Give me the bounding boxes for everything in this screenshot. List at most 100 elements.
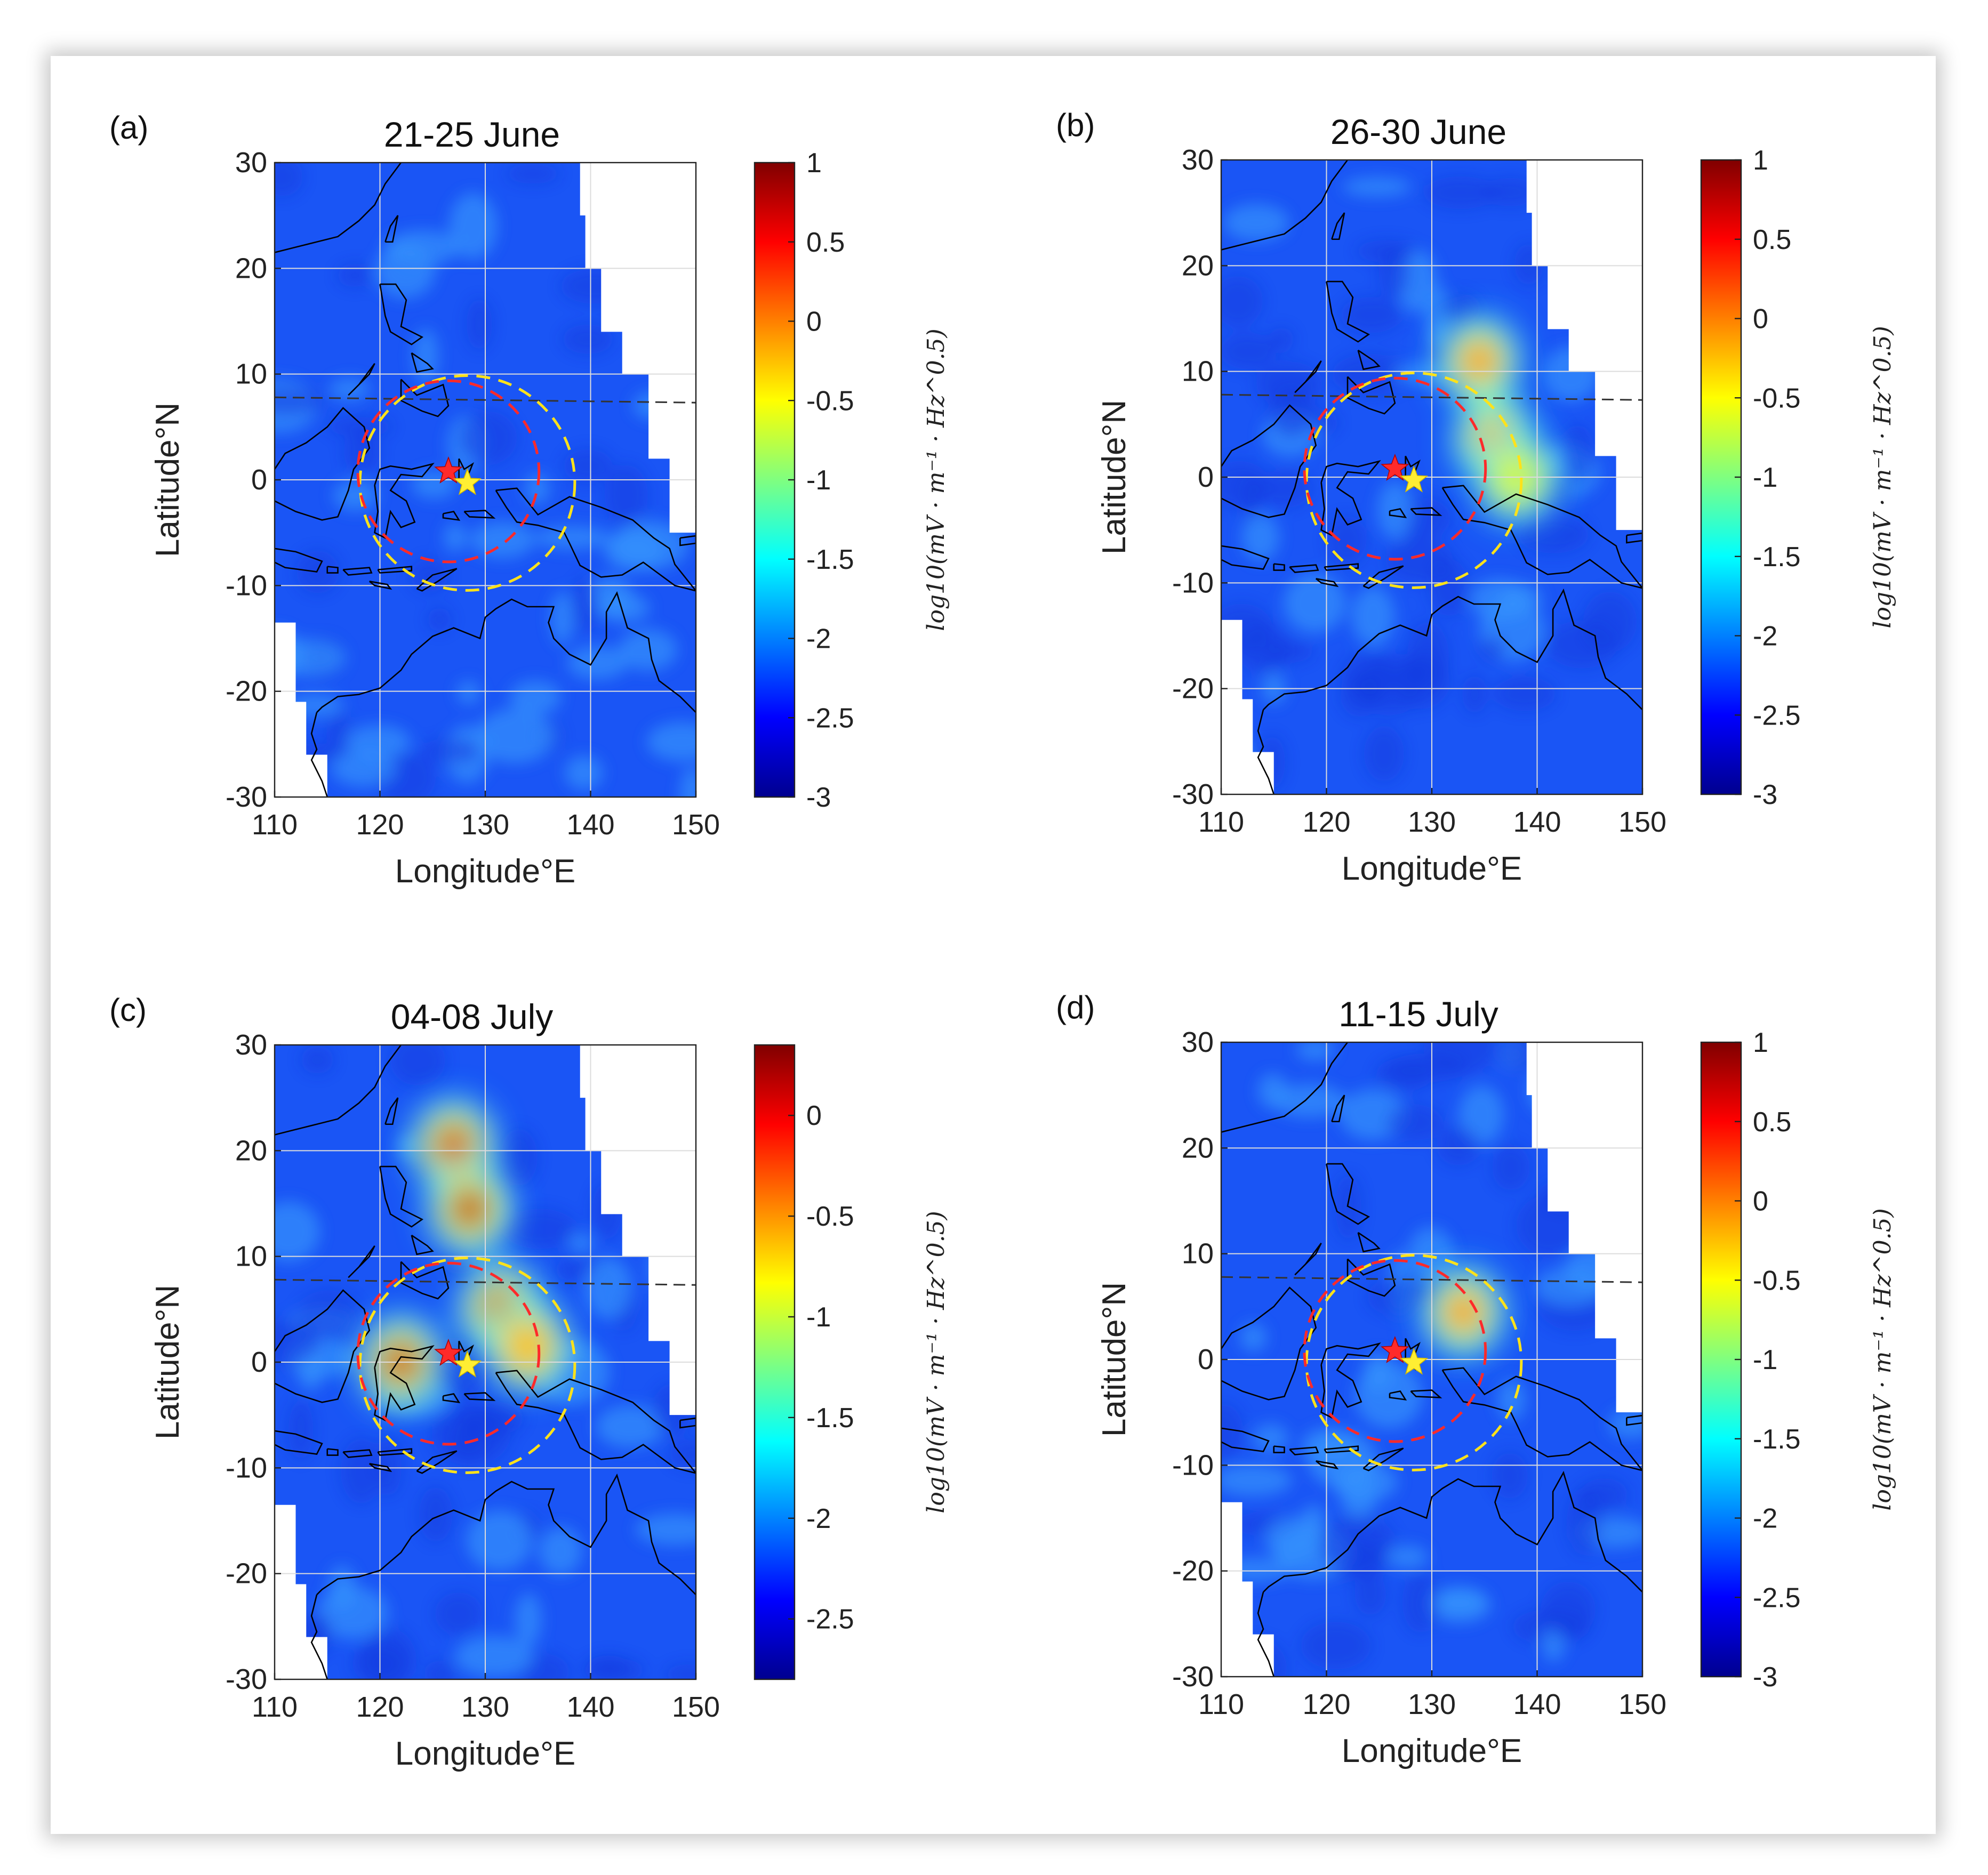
yellow-dashed-circle bbox=[1305, 372, 1523, 589]
xtick-label: 150 bbox=[672, 809, 720, 841]
coastline bbox=[1273, 563, 1285, 571]
coastline bbox=[275, 1289, 371, 1403]
colorbar-label: log10(mV · m⁻¹ · Hz^0.5) bbox=[923, 1211, 950, 1513]
coastline bbox=[326, 1448, 339, 1456]
xtick-label: 110 bbox=[1198, 806, 1244, 838]
no-data-mask-1 bbox=[1221, 619, 1274, 794]
colorbar-tick-label: 1 bbox=[806, 148, 822, 179]
yellow-dashed-circle bbox=[358, 1257, 576, 1474]
coastline bbox=[316, 1473, 696, 1596]
panel-label: (c) bbox=[109, 992, 147, 1028]
ytick-label: -30 bbox=[1172, 1661, 1214, 1693]
ytick-label: 0 bbox=[1198, 461, 1214, 493]
no-data-mask-0 bbox=[1526, 1042, 1642, 1413]
coastline bbox=[416, 1450, 458, 1474]
colorbar: 1 0.5 0 -0.5 -1 -1.5 -2 -2.5 -3 log10(mV · m⁻¹ · … bbox=[1700, 1027, 1896, 1693]
coastline bbox=[1257, 1592, 1274, 1677]
no-data-mask-1 bbox=[1221, 1502, 1274, 1677]
coastline bbox=[377, 1448, 413, 1456]
coastline bbox=[384, 1097, 399, 1125]
yellow-star bbox=[1399, 1347, 1429, 1375]
coastline bbox=[1320, 1342, 1381, 1419]
colorbar-tick-label: -1.5 bbox=[806, 544, 854, 575]
ytick-label: 0 bbox=[251, 1346, 267, 1378]
no-data-mask-0 bbox=[580, 1045, 696, 1415]
reference-dashed-line bbox=[1221, 393, 1643, 401]
field-hotspots bbox=[1422, 1266, 1505, 1358]
colorbar-tick-label: -1 bbox=[1753, 1345, 1777, 1375]
coastline bbox=[1357, 349, 1381, 371]
ytick-label: -30 bbox=[1172, 778, 1214, 810]
ytick-label: -10 bbox=[1172, 567, 1214, 599]
figure-frame: -30 -20 -10 0 10 20 30 110 120 130 140 150 Longitude… bbox=[51, 56, 1936, 1834]
y-axis-label: Latitude°N bbox=[1096, 400, 1133, 554]
coastline bbox=[679, 1417, 696, 1429]
coastline bbox=[275, 1430, 323, 1455]
ytick-label: -30 bbox=[226, 781, 267, 813]
coastline bbox=[1294, 1243, 1322, 1276]
colorbar-gradient bbox=[1700, 1041, 1742, 1678]
colorbar-tick-label: -1 bbox=[806, 465, 831, 496]
coastline bbox=[679, 535, 696, 546]
coastline bbox=[495, 487, 696, 592]
coastline bbox=[695, 1388, 696, 1391]
coastline bbox=[1289, 564, 1319, 573]
colorbar-tick-label: -3 bbox=[1753, 1662, 1777, 1693]
coastline bbox=[275, 407, 371, 521]
xtick-label: 150 bbox=[1618, 1688, 1666, 1720]
xtick-label: 130 bbox=[461, 809, 509, 841]
map-area bbox=[275, 1045, 696, 1679]
coastline bbox=[275, 163, 402, 253]
xtick-label: 140 bbox=[566, 809, 614, 841]
coastline bbox=[384, 215, 399, 243]
coastline bbox=[374, 463, 435, 540]
coastline bbox=[368, 581, 392, 590]
coastline bbox=[1263, 588, 1642, 711]
yellow-dashed-circle bbox=[1305, 1254, 1523, 1471]
ytick-label: -10 bbox=[226, 569, 267, 601]
colorbar-tick-label: -2.5 bbox=[806, 1604, 854, 1635]
colorbar: 1 0.5 0 -0.5 -1 -1.5 -2 -2.5 -3 log10(mV · m⁻¹ · … bbox=[1700, 145, 1896, 810]
coastline bbox=[379, 283, 424, 345]
xtick-label: 140 bbox=[1513, 1688, 1561, 1720]
no-data-mask-1 bbox=[275, 1504, 327, 1679]
ytick-label: 10 bbox=[1182, 1238, 1214, 1270]
yellow-star bbox=[1399, 465, 1429, 493]
xtick-label: 120 bbox=[1302, 806, 1350, 838]
coastline bbox=[1331, 212, 1345, 240]
xtick-label: 120 bbox=[356, 1691, 404, 1723]
coastline bbox=[1294, 360, 1322, 393]
coastline bbox=[416, 568, 458, 592]
colorbar-tick-label: -0.5 bbox=[806, 385, 854, 416]
map-area bbox=[1221, 1042, 1642, 1677]
ytick-label: 0 bbox=[1198, 1343, 1214, 1375]
colorbar-tick-label: -2 bbox=[1753, 1503, 1777, 1534]
coastline bbox=[1641, 1386, 1642, 1389]
ytick-label: -20 bbox=[226, 675, 267, 707]
coastline bbox=[411, 352, 434, 373]
y-axis-label: Latitude°N bbox=[149, 403, 186, 557]
x-axis-label: Longitude°E bbox=[395, 1735, 576, 1772]
ytick-label: 30 bbox=[1182, 1026, 1214, 1058]
ytick-label: -10 bbox=[1172, 1449, 1214, 1481]
yellow-star bbox=[453, 468, 482, 495]
coastline bbox=[1326, 1163, 1370, 1225]
colorbar-tick-label: -0.5 bbox=[806, 1201, 854, 1232]
yellow-star bbox=[453, 1350, 482, 1378]
coastline bbox=[1221, 404, 1317, 518]
coastline bbox=[400, 379, 450, 417]
colorbar-tick-label: 0 bbox=[806, 307, 822, 337]
xtick-label: 130 bbox=[1408, 806, 1456, 838]
y-axis-label: Latitude°N bbox=[1096, 1282, 1133, 1437]
coastline bbox=[400, 1261, 450, 1300]
panel-title: 26-30 June bbox=[1330, 112, 1506, 151]
colorbar: 0 -0.5 -1 -1.5 -2 -2.5 log10(mV · m⁻¹ · Hz^0.5… bbox=[753, 1044, 950, 1680]
coastline bbox=[368, 1463, 392, 1472]
xtick-label: 130 bbox=[461, 1691, 509, 1723]
coastline bbox=[1221, 1042, 1349, 1133]
colorbar-tick-label: 1 bbox=[1753, 145, 1768, 176]
ytick-label: -20 bbox=[1172, 1555, 1214, 1587]
coastline bbox=[1362, 1447, 1404, 1471]
coastline bbox=[1441, 485, 1642, 589]
